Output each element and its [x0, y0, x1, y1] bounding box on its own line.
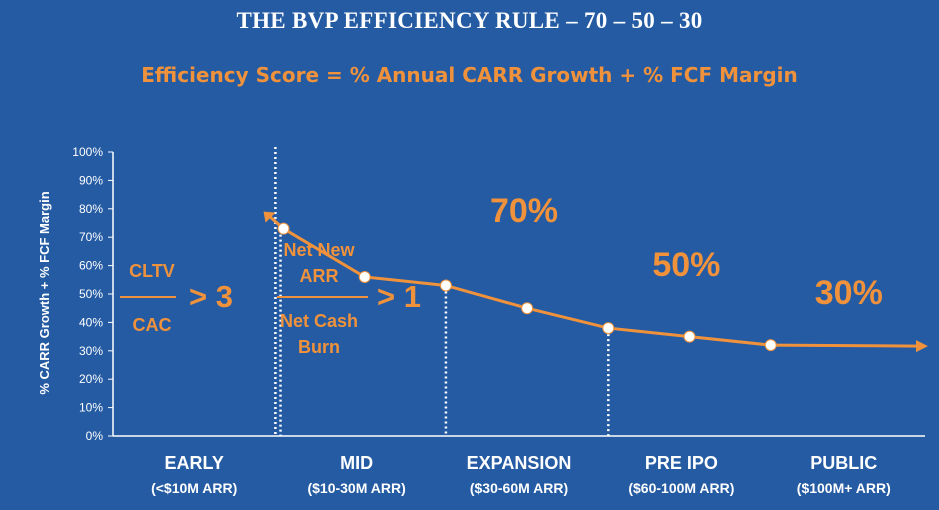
y-tick-label: 30%: [79, 344, 103, 358]
end-arrow-head: [916, 340, 928, 353]
stage-label: MID: [340, 453, 373, 473]
y-tick-label: 70%: [79, 230, 103, 244]
stage-range-label: ($10-30M ARR): [307, 480, 405, 496]
y-tick-label: 10%: [79, 401, 103, 415]
y-tick-label: 80%: [79, 202, 103, 216]
stage-score-label: 30%: [815, 274, 883, 312]
y-tick-label: 0%: [86, 429, 104, 443]
slide-title: THE BVP EFFICIENCY RULE – 70 – 50 – 30: [236, 8, 703, 33]
stage-range-label: ($100M+ ARR): [797, 480, 891, 496]
stage-label: EXPANSION: [467, 453, 572, 473]
y-tick-label: 20%: [79, 372, 103, 386]
data-point: [683, 330, 696, 343]
y-tick-label: 90%: [79, 173, 103, 187]
efficiency-series: [263, 211, 928, 353]
mid-rule-threshold: > 1: [377, 279, 421, 314]
data-point: [277, 222, 290, 235]
y-tick-label: 60%: [79, 259, 103, 273]
stage-label: PUBLIC: [810, 453, 877, 473]
mid-rule: Net New ARR Net Cash Burn > 1: [277, 240, 421, 357]
mid-rule-numerator-line2: ARR: [300, 266, 339, 286]
early-rule-numerator: CLTV: [129, 261, 175, 281]
x-axis: EARLY (<$10M ARR) MID ($10-30M ARR) EXPANSIO…: [113, 435, 925, 496]
stage-range-label: (<$10M ARR): [151, 480, 237, 496]
start-arrow-head: [263, 211, 276, 223]
y-axis: 0% 10% 20% 30% 40% 50% 60% 70% 80% 90% 100%: [72, 145, 114, 443]
stage-score-label: 70%: [490, 192, 558, 230]
formula-subtitle: Efficiency Score = % Annual CARR Growth …: [141, 63, 798, 87]
stage-label: EARLY: [165, 453, 224, 473]
data-point: [358, 270, 371, 283]
stage-range-label: ($60-100M ARR): [628, 480, 734, 496]
early-rule-denominator: CAC: [133, 315, 172, 335]
y-axis-label: % CARR Growth + % FCF Margin: [37, 191, 52, 394]
y-tick-label: 40%: [79, 315, 103, 329]
early-rule-threshold: > 3: [189, 279, 233, 314]
stage-score-label: 50%: [652, 246, 720, 284]
stage-dividers: [274, 147, 610, 436]
data-point: [602, 322, 615, 335]
early-rule: CLTV CAC > 3: [120, 261, 233, 335]
data-point: [521, 302, 534, 315]
stage-range-label: ($30-60M ARR): [470, 480, 568, 496]
data-point: [439, 279, 452, 292]
data-point: [764, 339, 777, 352]
stage-label: PRE IPO: [645, 453, 718, 473]
stage-score-annotations: 70% 50% 30%: [490, 192, 883, 312]
y-tick-label: 100%: [72, 145, 103, 159]
y-tick-label: 50%: [79, 287, 103, 301]
mid-rule-denominator-line2: Burn: [298, 337, 340, 357]
mid-rule-denominator-line1: Net Cash: [280, 311, 358, 331]
end-arrow-shaft: [770, 343, 921, 348]
